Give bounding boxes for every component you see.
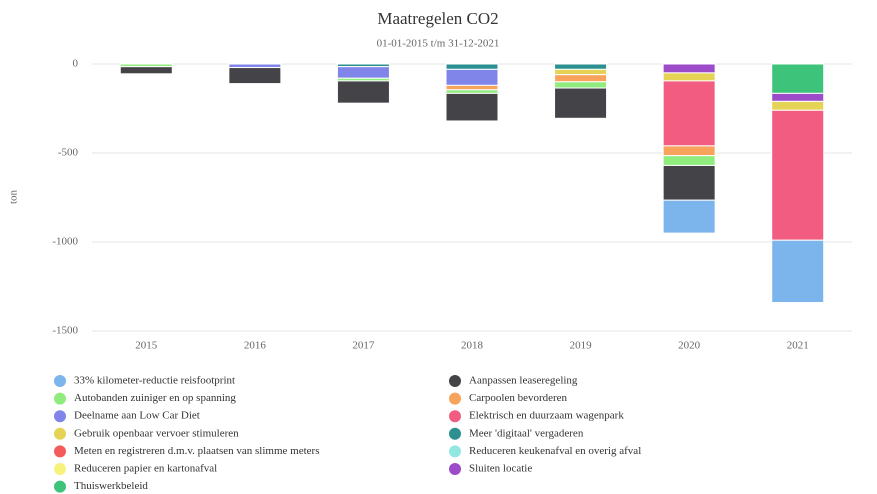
bar-segment [662, 164, 716, 201]
y-tick-label: 0 [73, 58, 79, 70]
y-tick-label: -1500 [52, 325, 78, 337]
legend-marker [449, 410, 461, 423]
chart-title: Maatregelen CO2 [377, 9, 498, 28]
legend-marker [54, 445, 66, 458]
bar-segment [771, 63, 825, 94]
legend-label: Reduceren papier en kartonafval [74, 463, 217, 475]
bar-segment [445, 84, 499, 91]
legend-label: Reduceren keukenafval en overig afval [469, 445, 641, 457]
legend-marker [449, 375, 461, 387]
legend-label: Sluiten locatie [469, 463, 532, 475]
x-tick-label: 2015 [135, 340, 158, 352]
bar-segment [554, 87, 608, 119]
x-tick-label: 2021 [787, 340, 809, 352]
bar-segment [662, 145, 716, 157]
bar-segment [662, 63, 716, 74]
x-tick-label: 2017 [352, 340, 375, 352]
bar-segment [228, 63, 282, 69]
legend-marker [54, 375, 66, 387]
bar-segment [771, 100, 825, 111]
bar-segment [771, 109, 825, 241]
legend-label: Aanpassen leaseregeling [469, 375, 578, 387]
bar-segment [554, 74, 608, 83]
legend-marker [449, 427, 461, 440]
legend-label: Thuiswerkbeleid [74, 480, 148, 492]
y-axis-label: ton [8, 189, 20, 204]
legend-label: Carpoolen bevorderen [469, 392, 568, 404]
bar-segment [662, 72, 716, 82]
bar-segment [445, 92, 499, 122]
legend-marker [449, 463, 461, 475]
legend-marker [54, 392, 66, 405]
bar-segment [445, 89, 499, 94]
legend-marker [54, 480, 66, 493]
legend-marker [54, 410, 66, 423]
legend-label: Deelname aan Low Car Diet [74, 410, 200, 422]
legend-marker [54, 463, 66, 475]
bar-segment [554, 81, 608, 89]
legend-label: Elektrisch en duurzaam wagenpark [469, 410, 624, 422]
x-tick-label: 2019 [570, 340, 593, 352]
bar-segment [554, 68, 608, 76]
bar-segment [445, 68, 499, 86]
bar-segment [771, 239, 825, 304]
legend-label: Meten en registreren d.m.v. plaatsen van… [74, 445, 320, 457]
bar-segment [336, 80, 390, 104]
legend-marker [449, 445, 461, 458]
bar-segment [228, 67, 282, 85]
x-tick-label: 2018 [461, 340, 484, 352]
bar-segment [445, 63, 499, 70]
x-tick-label: 2020 [678, 340, 701, 352]
legend-marker [449, 392, 461, 405]
bar-segment [771, 92, 825, 102]
y-tick-label: -500 [58, 147, 79, 159]
bar-segment [662, 155, 716, 166]
legend-label: Gebruik openbaar vervoer stimuleren [74, 427, 239, 439]
legend-marker [54, 427, 66, 440]
bar-segment [662, 199, 716, 234]
legend-label: Meer 'digitaal' vergaderen [469, 427, 584, 439]
chart-subtitle: 01-01-2015 t/m 31-12-2021 [377, 38, 500, 50]
x-tick-label: 2016 [244, 340, 267, 352]
bar-segment [336, 66, 390, 79]
y-tick-label: -1000 [52, 236, 78, 248]
legend-label: 33% kilometer-reductie reisfootprint [74, 375, 235, 387]
legend-label: Autobanden zuiniger en op spanning [74, 392, 236, 404]
bar-segment [119, 66, 173, 75]
bar-segment [554, 63, 608, 70]
bar-segment [662, 80, 716, 147]
